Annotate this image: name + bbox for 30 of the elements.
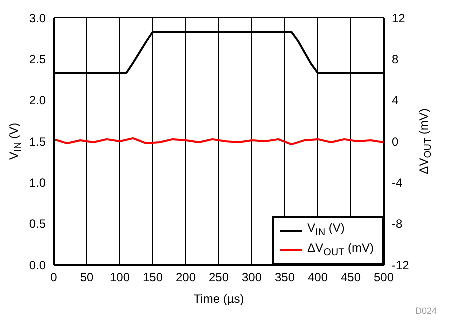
y2-tick-label: 8 [392, 52, 399, 66]
y2-tick-label: 0 [392, 134, 399, 149]
y-tick-label: 0.0 [29, 258, 46, 272]
x-tick-label: 450 [340, 270, 362, 285]
y2-tick-label: -8 [392, 217, 403, 232]
x-tick-label: 200 [176, 270, 196, 285]
x-axis-title: Time (µs) [194, 292, 244, 306]
y-tick-label: 2.5 [29, 52, 46, 66]
y-tick-label: 0.5 [29, 217, 46, 232]
y-tick-label: 1.0 [29, 176, 46, 190]
y-tick-label: 3.0 [29, 11, 46, 26]
legend-label: ΔV$_{OUT}$ (mV) [308, 240, 374, 260]
x-tick-label: 100 [110, 270, 130, 285]
line-series [54, 137, 384, 146]
x-tick-label: 250 [208, 270, 230, 285]
y2-tick-label: 12 [392, 11, 406, 26]
legend-label: V$_{IN}$ (V) [308, 221, 345, 241]
x-tick-label: 400 [308, 270, 328, 285]
y-tick-label: 1.5 [29, 134, 46, 149]
y2-tick-label: 4 [392, 94, 399, 108]
x-tick-label: 300 [242, 270, 262, 285]
x-tick-label: 50 [80, 270, 94, 285]
y2-tick-label: -4 [392, 176, 403, 190]
x-tick-label: 150 [142, 270, 164, 285]
x-tick-label: 0 [50, 270, 58, 285]
y2-tick-label: -12 [392, 258, 410, 272]
text: D024 [415, 306, 437, 316]
y-tick-label: 2.0 [29, 94, 46, 108]
x-tick-label: 350 [274, 270, 296, 285]
x-tick-label: 500 [374, 270, 394, 285]
